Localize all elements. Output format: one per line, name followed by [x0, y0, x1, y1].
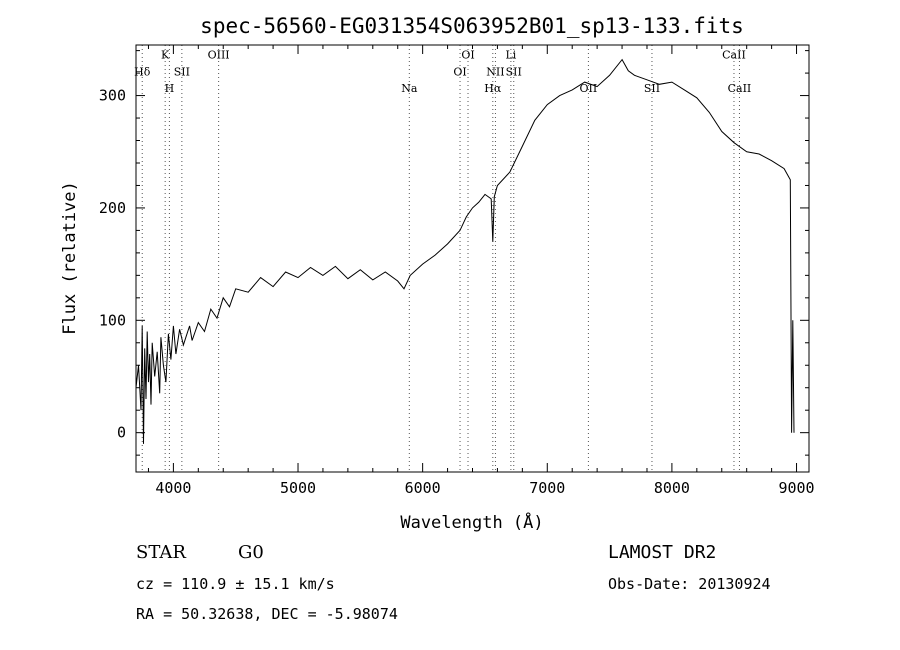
line-label: CaII: [728, 82, 752, 95]
line-label: Hδ: [134, 65, 151, 78]
line-label: NII: [486, 65, 504, 78]
line-label: Na: [401, 82, 418, 95]
line-label: Li: [505, 48, 516, 61]
line-label: OI: [453, 65, 466, 78]
y-tick-label: 300: [99, 87, 126, 105]
line-label: SII: [644, 82, 660, 95]
line-label: CaII: [722, 48, 746, 61]
x-tick-label: 8000: [654, 479, 690, 497]
y-axis-ticks: 0 100 200 300: [99, 50, 809, 456]
spectrum-line: [135, 58, 795, 444]
line-label: OI: [461, 48, 474, 61]
line-label: H: [165, 82, 175, 95]
redshift-cz: cz = 110.9 ± 15.1 km/s: [136, 575, 335, 593]
y-tick-label: 100: [99, 311, 126, 329]
x-axis-ticks: 4000 5000 6000 7000 8000 9000: [147, 45, 815, 497]
x-tick-label: 9000: [778, 479, 814, 497]
line-label: K: [161, 48, 170, 61]
line-label: SII: [506, 65, 522, 78]
line-label: Hα: [484, 82, 502, 95]
object-class: STAR: [136, 542, 186, 563]
y-axis-label: Flux (relative): [60, 181, 80, 335]
survey-name: LAMOST DR2: [608, 542, 716, 563]
coordinates: RA = 50.32638, DEC = -5.98074: [136, 605, 398, 623]
line-label: SII: [174, 65, 190, 78]
plot-frame: [135, 44, 810, 473]
x-tick-label: 5000: [280, 479, 316, 497]
y-tick-label: 0: [117, 424, 126, 442]
x-axis-label: Wavelength (Å): [400, 511, 543, 533]
x-tick-label: 6000: [405, 479, 441, 497]
observation-date: Obs-Date: 20130924: [608, 575, 771, 593]
line-label: OIII: [208, 48, 230, 61]
spectral-line-markers: [141, 45, 740, 472]
spectral-subclass: G0: [238, 542, 264, 563]
x-tick-label: 7000: [529, 479, 565, 497]
y-tick-label: 200: [99, 199, 126, 217]
x-tick-label: 4000: [155, 479, 191, 497]
chart-title: spec-56560-EG031354S063952B01_sp13-133.f…: [200, 14, 744, 38]
